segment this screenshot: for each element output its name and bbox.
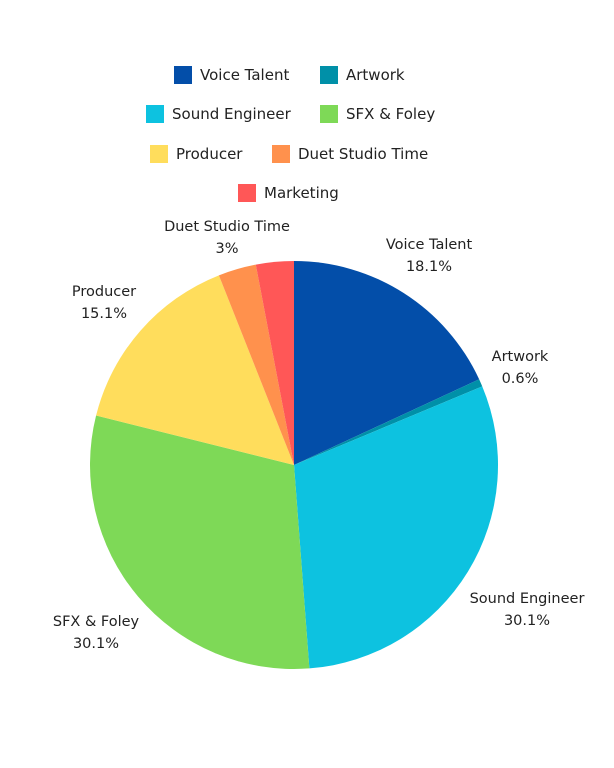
- slice-category-label: Duet Studio Time: [164, 219, 290, 235]
- slice-value-label: 30.1%: [504, 613, 550, 629]
- slice-label-sound-engineer: Sound Engineer 30.1%: [470, 591, 585, 629]
- legend-swatch: [174, 66, 192, 84]
- slice-voice-talent: [294, 261, 480, 465]
- slice-category-label: Producer: [72, 284, 136, 300]
- slice-label-sfx-and-foley: SFX & Foley 30.1%: [53, 614, 140, 652]
- slice-label-producer: Producer 15.1%: [72, 284, 136, 322]
- legend-label: SFX & Foley: [346, 105, 435, 123]
- legend-label: Artwork: [346, 66, 405, 84]
- chart-legend: Voice Talent Artwork Sound Engineer SFX & F…: [146, 66, 435, 202]
- slice-value-label: 3%: [215, 241, 238, 257]
- legend-label: Sound Engineer: [172, 105, 292, 123]
- slice-duet-studio-time: [218, 264, 294, 465]
- slice-category-label: Voice Talent: [386, 237, 473, 253]
- slice-artwork: [294, 379, 483, 465]
- legend-label: Duet Studio Time: [298, 145, 428, 163]
- legend-item-sound-engineer: Sound Engineer: [146, 105, 292, 123]
- legend-swatch: [146, 105, 164, 123]
- legend-label: Voice Talent: [200, 66, 289, 84]
- slice-labels: Voice Talent 18.1% Artwork 0.6% Sound Engine…: [53, 219, 585, 652]
- legend-item-marketing: Marketing: [238, 184, 339, 202]
- slice-value-label: 18.1%: [406, 259, 452, 275]
- legend-label: Marketing: [264, 184, 339, 202]
- slice-category-label: SFX & Foley: [53, 614, 140, 630]
- slice-label-voice-talent: Voice Talent 18.1%: [386, 237, 473, 275]
- slice-producer: [96, 275, 294, 465]
- slice-sfx-and-foley: [89, 415, 310, 670]
- pie-slices: [89, 261, 499, 670]
- legend-swatch: [238, 184, 256, 202]
- slice-value-label: 30.1%: [73, 636, 119, 652]
- legend-swatch: [150, 145, 168, 163]
- slice-category-label: Sound Engineer: [470, 591, 585, 607]
- legend-swatch: [320, 105, 338, 123]
- slice-sound-engineer: [294, 386, 499, 669]
- slice-category-label: Artwork: [492, 349, 549, 365]
- legend-item-producer: Producer: [150, 145, 243, 163]
- slice-label-duet-studio-time: Duet Studio Time 3%: [164, 219, 290, 257]
- slice-value-label: 0.6%: [502, 371, 539, 387]
- legend-item-duet-studio-time: Duet Studio Time: [272, 145, 428, 163]
- legend-swatch: [320, 66, 338, 84]
- legend-item-sfx-and-foley: SFX & Foley: [320, 105, 435, 123]
- legend-swatch: [272, 145, 290, 163]
- legend-item-artwork: Artwork: [320, 66, 405, 84]
- slice-value-label: 15.1%: [81, 306, 127, 322]
- slice-marketing: [255, 261, 294, 465]
- slice-label-artwork: Artwork 0.6%: [492, 349, 549, 387]
- legend-item-voice-talent: Voice Talent: [174, 66, 289, 84]
- legend-label: Producer: [176, 145, 243, 163]
